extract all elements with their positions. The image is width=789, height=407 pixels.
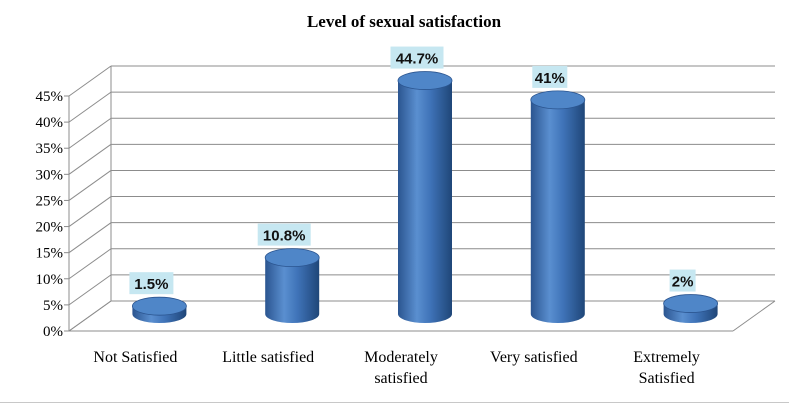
x-category-label: Little satisfied [222,349,314,366]
bar-top [264,248,320,268]
data-label-bg [257,223,311,246]
y-axis-ticks: 0% 5% 10% 15% 20% 25% 30% 35% 40% 45% [36,89,64,340]
bar-top [530,90,586,110]
bar [530,90,586,323]
data-label-bg [129,272,174,295]
data-label: 1.5% [134,276,168,293]
x-category-line: Little satisfied [222,349,314,366]
bar [264,248,320,323]
bar [663,294,718,323]
y-tick-label: 45% [36,89,64,105]
data-label-bg [532,65,568,88]
x-category-line: satisfied [374,370,427,387]
x-category-line: Satisfied [639,370,695,387]
gridline-side [68,91,112,123]
x-category-line: Not Satisfied [93,349,177,366]
bottom-rule [0,402,789,403]
bar-top [131,296,187,316]
x-category-label: Extremely Satisfied [633,349,700,387]
gridline-side [68,196,112,227]
y-tick-label: 30% [36,167,64,183]
bar-top [397,71,453,90]
y-tick-label: 25% [36,193,64,209]
x-category-line: Very satisfied [490,349,578,366]
bar [131,296,187,323]
gridline-side [68,65,112,97]
bars: 1.5% 10.8% 44.7% 41% 2% [129,46,718,323]
x-category-label: Not Satisfied [93,349,177,366]
bar-body [530,99,585,323]
gridline-side [68,222,112,254]
bar-body [398,80,452,323]
x-axis-categories: Not Satisfied Little satisfied Moderately s… [93,349,700,387]
x-category-label: Very satisfied [490,349,578,366]
y-tick-label: 15% [36,246,64,262]
x-category-line: Moderately [364,349,438,366]
gridline-side [68,300,112,332]
y-tick-label: 35% [36,141,64,157]
y-tick-label: 10% [36,272,64,288]
data-label-bg [669,269,696,292]
y-tick-label: 40% [36,115,64,131]
bar [397,71,453,323]
data-label: 41% [535,70,565,87]
gridline-side [68,143,112,175]
x-category-label: Moderately satisfied [364,349,438,387]
gridline-side [68,117,112,149]
y-tick-label: 0% [43,324,63,340]
bar-body [265,257,320,323]
data-label: 44.7% [396,51,439,68]
x-category-line: Extremely [633,349,700,366]
data-label: 10.8% [263,228,306,245]
y-tick-label: 5% [43,298,63,314]
bar-top [663,294,718,313]
data-label-bg [390,46,444,69]
gridline-side [68,248,112,280]
floor-right-edge [732,300,776,332]
chart-title: Level of sexual satisfaction [307,12,502,31]
data-label: 2% [672,274,694,291]
gridline-side [68,170,112,201]
gridline-side [68,274,112,306]
y-tick-label: 20% [36,220,64,236]
